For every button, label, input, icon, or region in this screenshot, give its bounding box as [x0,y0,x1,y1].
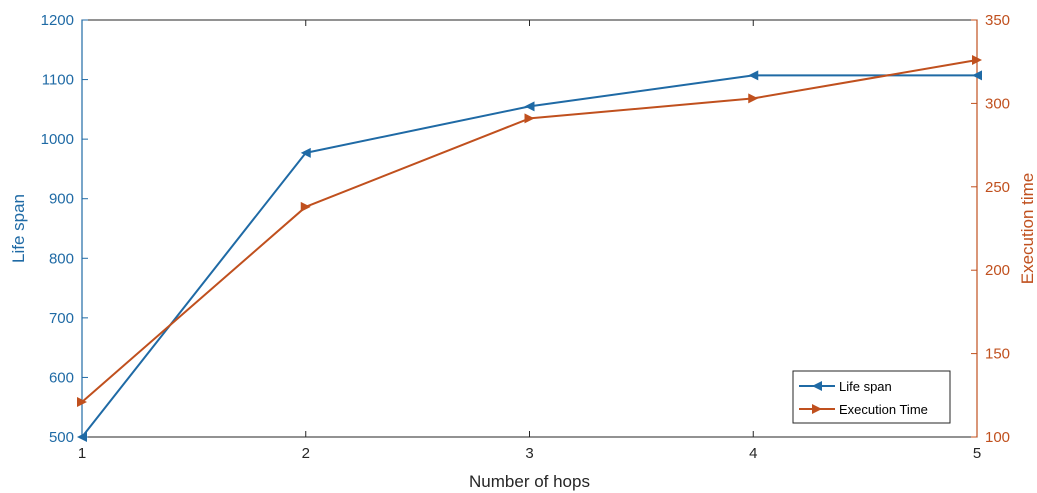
legend-entry-life-span: Life span [799,379,892,394]
x-tick-label: 4 [749,445,757,462]
data-point-execution-time [524,113,535,124]
right-y-tick-label: 250 [985,179,1010,196]
left-y-axis: 500 600 700 800 900 1000 1100 1200 [41,12,88,446]
right-y-tick-label: 300 [985,95,1010,112]
data-point-execution-time [748,93,759,104]
data-point-life-span [77,432,87,442]
data-point-life-span [748,70,759,81]
left-y-tick-label: 1000 [41,131,74,148]
left-y-tick-label: 600 [49,369,74,386]
legend: Life span Execution Time [792,370,951,424]
data-point-execution-time [77,396,87,407]
legend-marker-life-span [812,381,822,391]
legend-label-execution-time: Execution Time [839,402,928,417]
left-y-axis-title: Life span [9,194,28,263]
right-y-tick-label: 100 [985,429,1010,446]
data-point-life-span [524,101,535,112]
right-y-tick-label: 350 [985,12,1010,29]
left-y-tick-label: 500 [49,429,74,446]
left-y-tick-label: 700 [49,310,74,327]
legend-box [792,370,951,424]
data-point-life-span [300,147,311,158]
legend-marker-execution-time [812,404,822,414]
right-y-tick-label: 200 [985,262,1010,279]
left-y-tick-label: 900 [49,191,74,208]
left-y-tick-label: 1100 [42,72,74,89]
x-axis-title: Number of hops [469,472,590,491]
left-y-tick-label: 1200 [41,12,74,29]
right-y-axis-title: Execution time [1018,173,1037,285]
right-y-tick-label: 150 [985,346,1010,363]
x-tick-label: 3 [525,445,533,462]
legend-label-life-span: Life span [839,379,892,394]
data-point-execution-time [300,201,311,212]
data-point-execution-time [972,55,982,66]
data-point-life-span [972,70,982,81]
x-tick-label: 2 [302,445,310,462]
series-layer [77,55,982,442]
plot-area [81,19,978,438]
right-y-axis: 100 150 200 250 300 350 [971,12,1010,446]
left-y-tick-label: 800 [49,250,74,267]
legend-entry-execution-time: Execution Time [799,402,928,417]
x-tick-label: 1 [78,445,86,462]
x-tick-label: 5 [973,445,981,462]
